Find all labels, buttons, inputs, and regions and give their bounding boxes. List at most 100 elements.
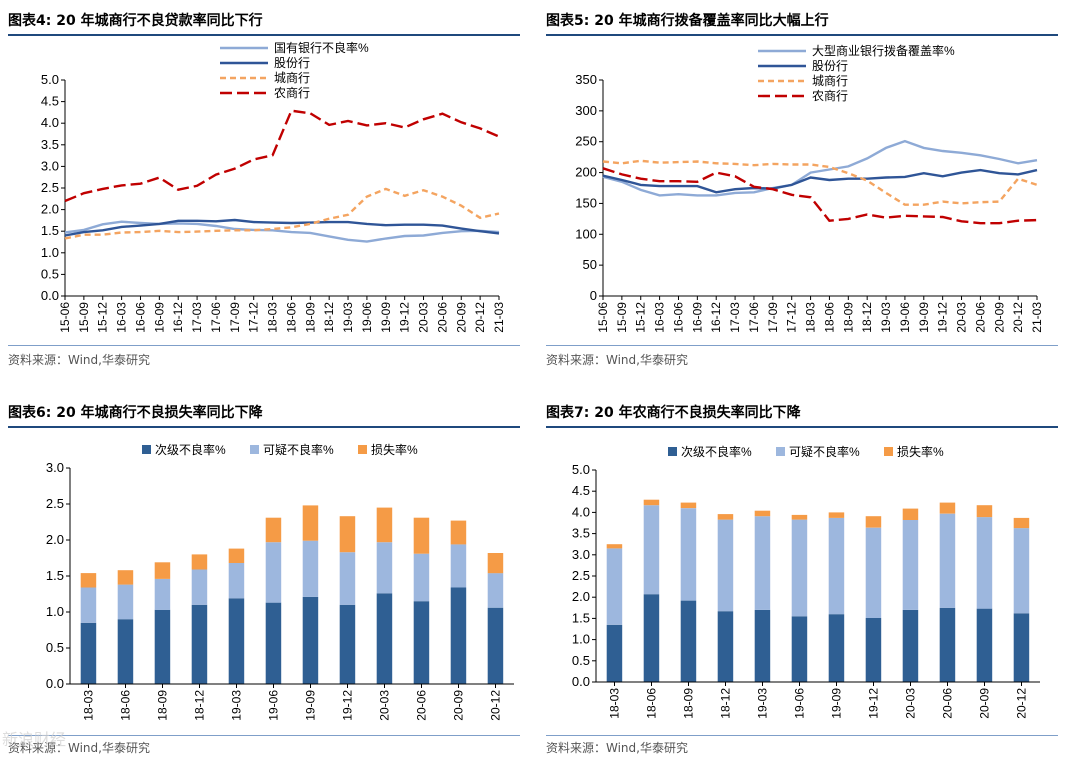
y-tick-label: 3.0 <box>572 547 590 562</box>
x-tick-label: 16-06 <box>133 302 147 333</box>
legend-swatch <box>358 445 367 454</box>
bar-segment-2 <box>717 519 734 612</box>
bar-segment-3 <box>606 544 623 549</box>
bar-segment-3 <box>302 505 319 541</box>
legend-label: 农商行 <box>812 88 848 103</box>
bar-segment-3 <box>80 573 97 588</box>
y-tick-label: 250 <box>575 134 597 149</box>
series-line-3 <box>602 159 1038 206</box>
bar-segment-3 <box>154 562 171 579</box>
bar-segment-1 <box>976 608 993 682</box>
x-tick-label: 18-12 <box>719 688 733 719</box>
y-tick-label: 1.5 <box>41 223 59 238</box>
x-tick-label: 20-09 <box>454 302 468 333</box>
x-tick-label: 19-09 <box>379 302 393 333</box>
bar-segment-2 <box>376 542 393 594</box>
y-tick-label: 1.0 <box>572 632 590 647</box>
bar-segment-2 <box>1013 528 1030 614</box>
y-tick-label: 1.0 <box>46 604 64 619</box>
bar-segment-3 <box>791 514 808 520</box>
x-tick-label: 20-06 <box>415 690 429 721</box>
bar-segment-1 <box>828 614 845 682</box>
series-line-2 <box>64 218 500 237</box>
stacked-bar-chart-city-banks: 0.0 0.5 1.0 1.5 2.0 2.5 3.0 18-03 18-06 18-09 18-1… <box>46 442 514 721</box>
x-tick-label: 15-09 <box>615 302 629 333</box>
bar-segment-3 <box>865 516 882 528</box>
chart-panel-6: 图表6: 20 年城商行不良损失率同比下降 0.0 0.5 1.0 1.5 2.0 2.5… <box>8 402 520 758</box>
bar-segment-2 <box>976 517 993 609</box>
x-tick-label: 20-12 <box>1011 302 1025 333</box>
x-tick-label: 17-06 <box>747 302 761 333</box>
x-tick-label: 20-09 <box>452 690 466 721</box>
bar-segment-2 <box>902 520 919 610</box>
legend-label: 农商行 <box>274 85 310 100</box>
bar-segment-1 <box>191 604 208 684</box>
x-tick-label: 19-12 <box>398 302 412 333</box>
x-tick-label: 15-06 <box>58 302 72 333</box>
bar-segment-3 <box>376 507 393 543</box>
x-tick-label: 16-09 <box>152 302 166 333</box>
bar-segment-1 <box>302 596 319 684</box>
y-tick-label: 1.5 <box>572 610 590 625</box>
bar-segment-3 <box>1013 517 1030 529</box>
line-chart-provision-coverage: 0 50 100 150 200 250 300 350 15-06 15-09 15-12 16-0… <box>575 43 1044 333</box>
title-rule <box>8 34 520 36</box>
x-tick-label: 15-06 <box>596 302 610 333</box>
bar-segment-3 <box>487 553 504 574</box>
legend-swatch <box>250 445 259 454</box>
x-tick-label: 20-12 <box>489 690 503 721</box>
series-line-4 <box>602 167 1038 225</box>
x-tick-label: 20-03 <box>417 302 431 333</box>
legend-label: 损失率% <box>371 442 418 457</box>
x-tick-label: 15-09 <box>77 302 91 333</box>
x-tick-label: 15-12 <box>96 302 110 333</box>
bar-segment-1 <box>450 587 467 684</box>
y-tick-label: 3.5 <box>41 137 59 152</box>
bar-segment-1 <box>939 607 956 682</box>
bar-segment-1 <box>413 601 430 684</box>
x-tick-label: 21-03 <box>1030 302 1044 333</box>
y-tick-label: 3.5 <box>572 526 590 541</box>
bar-segment-2 <box>680 508 697 601</box>
y-tick-label: 4.0 <box>41 115 59 130</box>
bar-segment-3 <box>717 514 734 520</box>
bar-segment-2 <box>80 587 97 623</box>
x-tick-label: 17-12 <box>247 302 261 333</box>
bar-segment-1 <box>117 619 134 684</box>
x-tick-label: 19-03 <box>230 690 244 721</box>
chart-panel-5: 图表5: 20 年城商行拨备覆盖率同比大幅上行 0 50 100 150 200 250 3… <box>546 10 1058 370</box>
legend-label: 股份行 <box>812 59 848 73</box>
stacked-bar-chart-rural-banks: 0.0 0.5 1.0 1.5 2.0 2.5 3.0 3.5 4.0 4.5 5.0 18-03 18… <box>572 444 1040 719</box>
bar-segment-2 <box>606 548 623 625</box>
x-tick-label: 19-03 <box>341 302 355 333</box>
bar-segment-1 <box>265 602 282 684</box>
x-tick-label: 20-03 <box>904 688 918 719</box>
x-tick-label: 16-12 <box>709 302 723 333</box>
source-rule <box>546 345 1058 346</box>
x-tick-label: 18-12 <box>193 690 207 721</box>
bar-segment-1 <box>487 607 504 684</box>
x-tick-label: 17-09 <box>766 302 780 333</box>
x-tick-label: 17-03 <box>190 302 204 333</box>
title-rule <box>546 426 1058 428</box>
x-tick-label: 19-06 <box>267 690 281 721</box>
y-tick-label: 200 <box>575 165 597 180</box>
title-rule <box>8 426 520 428</box>
y-tick-label: 5.0 <box>41 72 59 87</box>
legend-swatch <box>884 447 893 456</box>
y-tick-label: 2.0 <box>46 532 64 547</box>
source-note: 资料来源：Wind,华泰研究 <box>8 353 150 367</box>
x-tick-label: 18-03 <box>608 688 622 719</box>
x-tick-label: 19-03 <box>756 688 770 719</box>
x-tick-label: 21-03 <box>492 302 506 333</box>
bar-segment-2 <box>191 569 208 605</box>
bar-segment-3 <box>413 517 430 554</box>
y-tick-label: 3.0 <box>41 158 59 173</box>
bar-segment-2 <box>117 584 134 620</box>
x-tick-label: 18-09 <box>156 690 170 721</box>
x-tick-label: 19-06 <box>793 688 807 719</box>
x-tick-label: 19-09 <box>304 690 318 721</box>
y-tick-label: 1.0 <box>41 245 59 260</box>
bar-segment-1 <box>1013 613 1030 682</box>
source-note: 资料来源：Wind,华泰研究 <box>8 741 150 755</box>
